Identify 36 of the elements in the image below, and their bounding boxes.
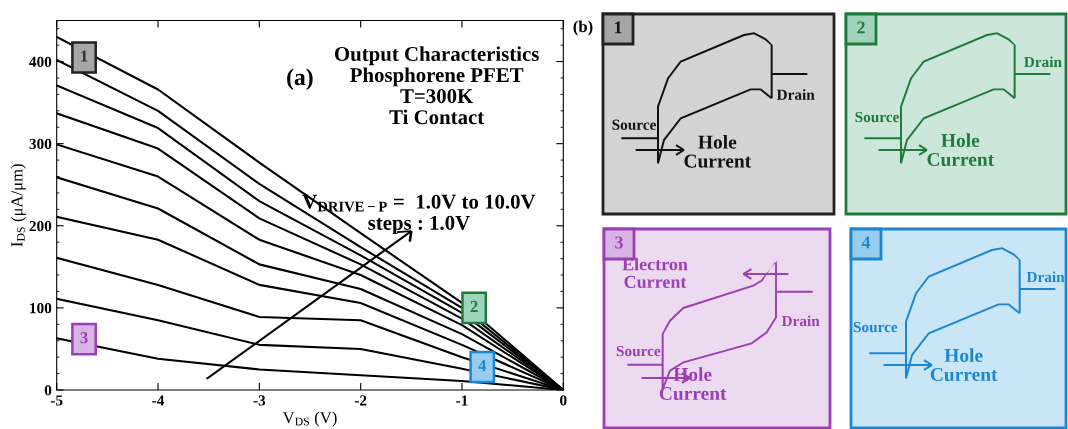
text: 1 [614, 21, 622, 34]
x-axis-title: V$_{DS}$ (V) [282, 411, 337, 427]
y-tick-label: 400 [29, 56, 52, 68]
y-tick-label: 100 [30, 303, 52, 314]
text: (b) [573, 20, 593, 36]
y-tick-label: 200 [29, 220, 52, 232]
text: Drain [776, 89, 815, 100]
text: 3 [615, 236, 623, 249]
text: Hole Current [930, 348, 998, 382]
y-tick-label: 0 [44, 385, 52, 396]
x-tick-label: -2 [354, 395, 367, 406]
x-tick-label: 0 [560, 395, 567, 406]
annotation: (a) [287, 68, 313, 90]
x-tick-label: -3 [253, 395, 266, 406]
text: Source [853, 321, 898, 333]
text: Hole Current [927, 133, 995, 167]
text: Drain [1024, 56, 1062, 68]
text: Source [616, 345, 661, 357]
text: Hole Current [684, 135, 752, 168]
annotation: 4 [478, 360, 487, 372]
text: 2 [857, 21, 865, 34]
annotation: 2 [470, 300, 478, 312]
y-axis-title: I$_{DS}$ (μA/μm) [10, 164, 26, 247]
annotation: 1 [81, 50, 88, 62]
text: Drain [1026, 271, 1065, 283]
annotation: 3 [80, 332, 88, 344]
text: 4 [861, 236, 871, 249]
text: Electron Current [622, 257, 688, 289]
annotation: Output Characteristics Phosphorene PFET T=300K Ti Contact [334, 46, 539, 125]
x-tick-label: -4 [152, 395, 165, 406]
x-tick-label: -5 [50, 395, 63, 406]
text: Source [855, 111, 899, 123]
y-tick-label: 300 [29, 138, 52, 150]
text: Source [612, 119, 656, 130]
text: Drain [781, 315, 820, 327]
x-tick-label: -1 [456, 395, 468, 406]
